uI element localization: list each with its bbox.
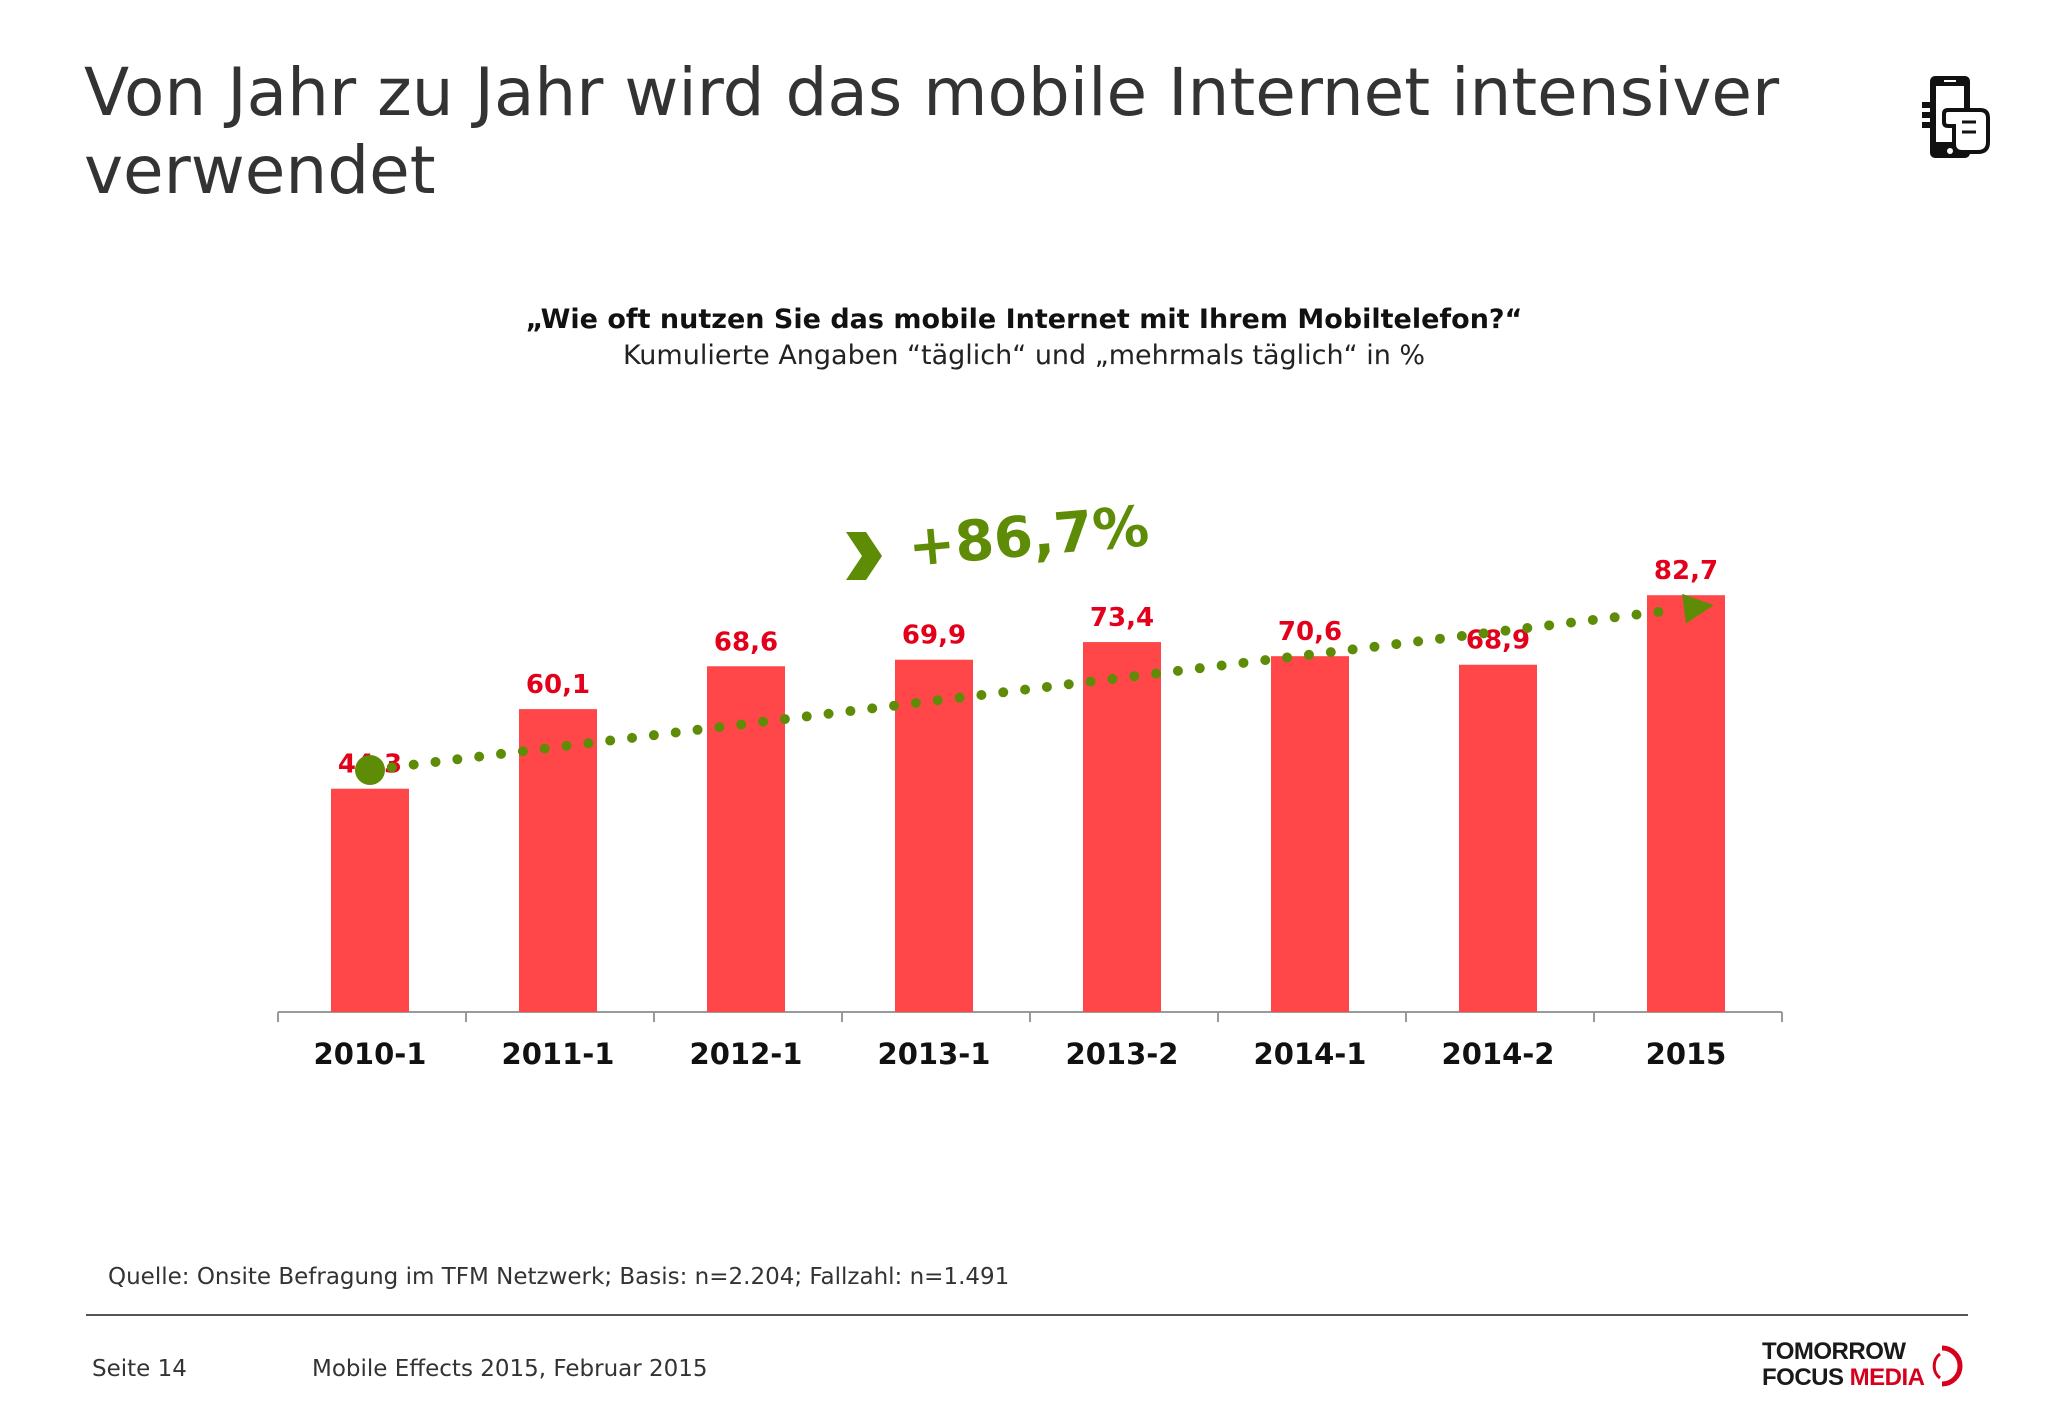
category-label-2014-1: 2014-1 — [1254, 1037, 1367, 1071]
logo-text-line1: TOMORROW — [1762, 1338, 1906, 1365]
page-title: Von Jahr zu Jahr wird das mobile Interne… — [84, 54, 1780, 209]
bar-2013-1 — [895, 659, 973, 1012]
chart-question: „Wie oft nutzen Sie das mobile Internet … — [525, 304, 1523, 335]
trend-arrowhead — [1682, 593, 1714, 624]
bar-2012-1 — [707, 666, 785, 1012]
source-note: Quelle: Onsite Befragung im TFM Netzwerk… — [108, 1264, 1010, 1290]
bar-2014-2 — [1459, 664, 1537, 1012]
bar-2010-1 — [331, 788, 409, 1012]
data-label-2014-1: 70,6 — [1278, 617, 1342, 647]
footer-divider — [86, 1314, 1968, 1316]
chart-subtitle: Kumulierte Angaben “täglich“ und „mehrma… — [622, 340, 1426, 371]
phone-touch-icon — [1922, 76, 1990, 158]
logo-text-focus: FOCUS — [1762, 1364, 1850, 1391]
category-label-2011-1: 2011-1 — [502, 1037, 615, 1071]
bar-2014-1 — [1271, 656, 1349, 1012]
data-label-2012-1: 68,6 — [714, 627, 778, 657]
data-label-2015: 82,7 — [1654, 556, 1718, 586]
trend-start-dot — [355, 755, 385, 785]
trend-growth-label: +86,7% — [906, 494, 1152, 580]
data-label-2013-1: 69,9 — [902, 621, 966, 651]
bar-2015 — [1647, 595, 1725, 1012]
category-label-2013-1: 2013-1 — [878, 1037, 991, 1071]
document-name: Mobile Effects 2015, Februar 2015 — [312, 1356, 708, 1382]
logo-text-line2: FOCUS MEDIA — [1762, 1364, 1925, 1392]
data-label-2013-2: 73,4 — [1090, 603, 1154, 633]
chevron-right-icon — [846, 532, 882, 580]
category-label-2010-1: 2010-1 — [314, 1037, 427, 1071]
logo-text-media: MEDIA — [1849, 1364, 1925, 1391]
data-label-2014-2: 68,9 — [1466, 626, 1530, 656]
trend-dotted-line — [365, 605, 1679, 775]
bar-2013-2 — [1083, 642, 1161, 1012]
data-label-2011-1: 60,1 — [526, 670, 590, 700]
tomorrow-focus-media-logo: TOMORROW FOCUS MEDIA — [1762, 1338, 1968, 1394]
category-label-2015: 2015 — [1646, 1037, 1727, 1071]
bar-2011-1 — [519, 709, 597, 1012]
page-number: Seite 14 — [92, 1356, 187, 1382]
category-label-2014-2: 2014-2 — [1442, 1037, 1555, 1071]
category-label-2012-1: 2012-1 — [690, 1037, 803, 1071]
category-label-2013-2: 2013-2 — [1066, 1037, 1179, 1071]
logo-ring-icon — [1932, 1345, 1963, 1387]
